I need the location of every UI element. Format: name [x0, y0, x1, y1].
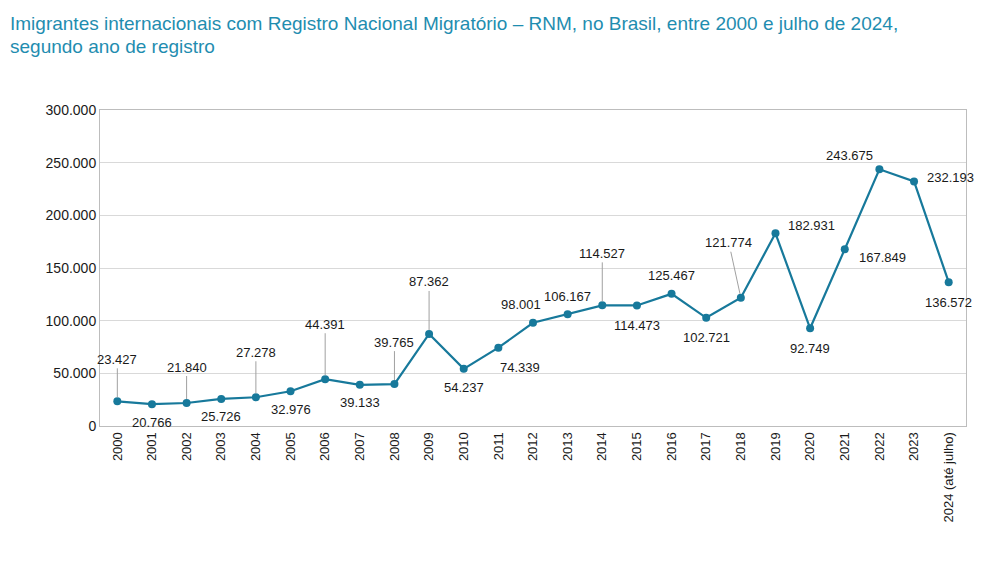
svg-text:0: 0 — [88, 418, 96, 434]
svg-text:2010: 2010 — [456, 432, 471, 461]
html-text:Imigrantes internacionais com: Imigrantes internacionais com Registro N… — [10, 13, 899, 57]
svg-text:21.840: 21.840 — [167, 360, 207, 375]
svg-text:2024 (até julho): 2024 (até julho) — [941, 432, 956, 522]
svg-text:2013: 2013 — [560, 432, 575, 461]
svg-text:2008: 2008 — [387, 432, 402, 461]
svg-text:125.467: 125.467 — [648, 268, 695, 283]
svg-text:106.167: 106.167 — [544, 289, 591, 304]
svg-text:2022: 2022 — [872, 432, 887, 461]
svg-text:2016: 2016 — [664, 432, 679, 461]
svg-text:2017: 2017 — [698, 432, 713, 461]
svg-text:2006: 2006 — [317, 432, 332, 461]
svg-text:150.000: 150.000 — [46, 260, 97, 276]
svg-text:74.339: 74.339 — [500, 360, 540, 375]
svg-text:27.278: 27.278 — [236, 345, 276, 360]
svg-text:136.572: 136.572 — [925, 295, 972, 310]
svg-text:300.000: 300.000 — [46, 102, 97, 118]
svg-text:232.193: 232.193 — [927, 170, 974, 185]
svg-text:39.765: 39.765 — [374, 335, 414, 350]
svg-text:2009: 2009 — [421, 432, 436, 461]
svg-text:87.362: 87.362 — [409, 274, 449, 289]
svg-text:54.237: 54.237 — [444, 380, 484, 395]
svg-text:2005: 2005 — [283, 432, 298, 461]
svg-text:98.001: 98.001 — [501, 297, 541, 312]
svg-text:2015: 2015 — [629, 432, 644, 461]
svg-text:2020: 2020 — [802, 432, 817, 461]
svg-text:20.766: 20.766 — [132, 415, 172, 430]
svg-text:2023: 2023 — [906, 432, 921, 461]
svg-text:121.774: 121.774 — [705, 235, 752, 250]
svg-text:2007: 2007 — [352, 432, 367, 461]
svg-text:167.849: 167.849 — [859, 250, 906, 265]
svg-text:23.427: 23.427 — [97, 352, 137, 367]
svg-text:2014: 2014 — [595, 432, 610, 461]
svg-text:243.675: 243.675 — [826, 148, 873, 163]
svg-text:200.000: 200.000 — [46, 207, 97, 223]
svg-text:2002: 2002 — [179, 432, 194, 461]
svg-text:100.000: 100.000 — [46, 313, 97, 329]
svg-text:182.931: 182.931 — [788, 218, 835, 233]
svg-text:250.000: 250.000 — [46, 155, 97, 171]
svg-text:2021: 2021 — [837, 432, 852, 461]
svg-text:44.391: 44.391 — [305, 317, 345, 332]
svg-text:2001: 2001 — [144, 432, 159, 461]
svg-text:39.133: 39.133 — [340, 395, 380, 410]
svg-text:50.000: 50.000 — [53, 365, 96, 381]
svg-text:92.749: 92.749 — [790, 341, 830, 356]
svg-text:32.976: 32.976 — [271, 402, 311, 417]
svg-text:25.726: 25.726 — [201, 409, 241, 424]
svg-text:2011: 2011 — [491, 432, 506, 460]
svg-text:2000: 2000 — [110, 432, 125, 461]
svg-text:2004: 2004 — [248, 432, 263, 461]
svg-text:114.527: 114.527 — [579, 246, 625, 261]
svg-text:2012: 2012 — [525, 432, 540, 461]
svg-text:102.721: 102.721 — [683, 330, 730, 345]
svg-text:2003: 2003 — [213, 432, 228, 461]
svg-text:114.473: 114.473 — [614, 318, 660, 333]
svg-text:2019: 2019 — [768, 432, 783, 461]
svg-text:2018: 2018 — [733, 432, 748, 461]
